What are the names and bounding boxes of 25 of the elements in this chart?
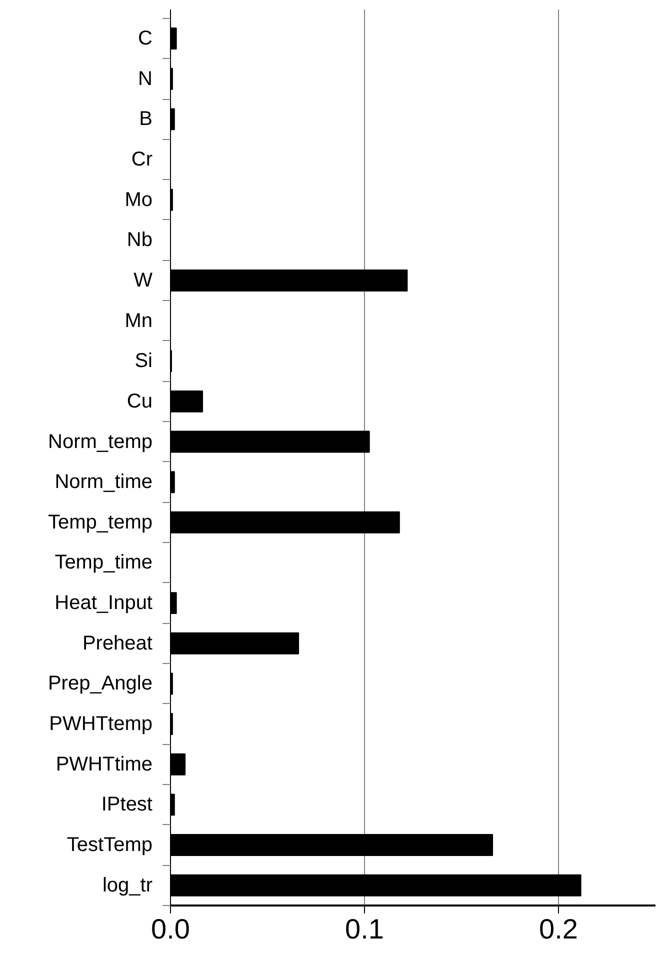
- y-tick-label: N: [138, 68, 153, 90]
- y-tick-label: TestTemp: [66, 834, 153, 856]
- y-tick-label: B: [139, 108, 153, 130]
- y-tick-label: Cr: [131, 148, 153, 171]
- y-tick-label: IPtest: [101, 794, 153, 816]
- y-tick-label: log_tr: [102, 874, 153, 896]
- y-tick-label: Si: [134, 350, 153, 372]
- y-tick-label: Temp_temp: [48, 511, 153, 534]
- x-tick-label: 0.0: [151, 914, 190, 944]
- y-tick-label: Norm_time: [54, 471, 153, 494]
- y-tick-label: C: [138, 28, 153, 50]
- y-tick-label: W: [134, 269, 153, 292]
- y-tick-label: Cu: [126, 390, 153, 412]
- y-tick-label: Mn: [124, 310, 153, 332]
- x-tick-label: 0.2: [539, 914, 578, 944]
- y-tick-label: PWHTtemp: [49, 713, 153, 736]
- y-tick-label: Preheat: [82, 632, 153, 654]
- x-tick-label: 0.1: [345, 914, 384, 944]
- y-tick-label: Prep_Angle: [48, 672, 153, 695]
- y-tick-label: Nb: [126, 229, 153, 252]
- y-tick-label: PWHTtime: [56, 753, 153, 776]
- y-tick-label: Temp_time: [54, 552, 152, 574]
- y-tick-label: Norm_temp: [48, 430, 153, 453]
- y-tick-label: Heat_Input: [54, 592, 153, 614]
- y-tick-label: Mo: [124, 188, 153, 211]
